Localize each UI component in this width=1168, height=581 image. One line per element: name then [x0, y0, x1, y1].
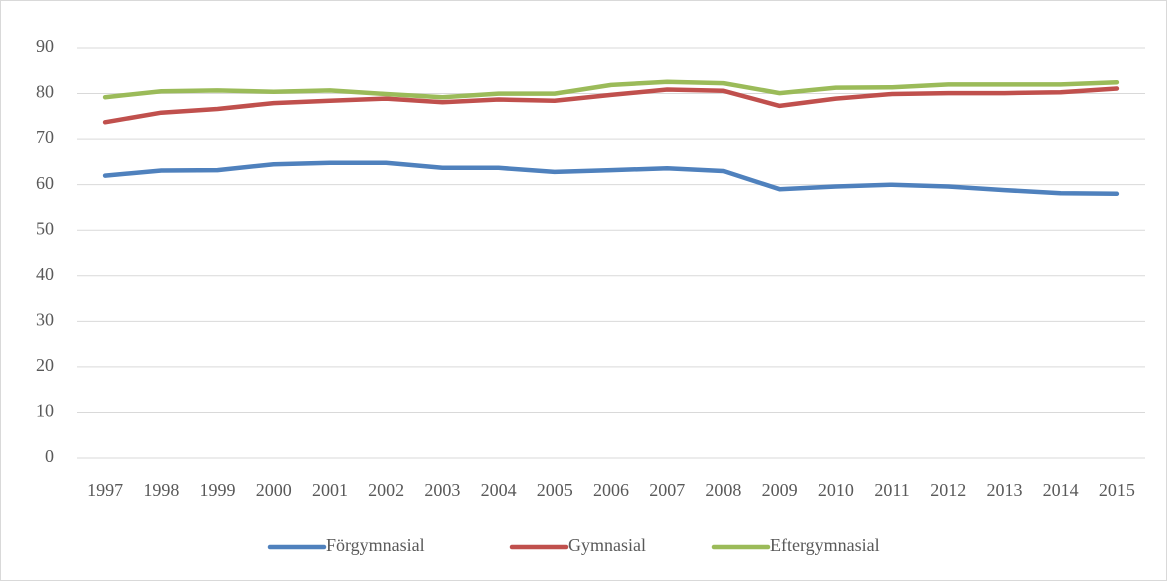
- series-line: [102, 160, 1120, 197]
- x-tick-label: 2006: [593, 480, 629, 500]
- legend-label: Eftergymnasial: [770, 535, 880, 555]
- x-tick-label: 2008: [705, 480, 741, 500]
- y-tick-label: 70: [36, 127, 54, 147]
- x-tick-label: 2011: [874, 480, 909, 500]
- y-tick-label: 0: [45, 446, 54, 466]
- x-tick-label: 1998: [143, 480, 179, 500]
- y-tick-label: 10: [36, 401, 54, 421]
- x-tick-label: 2005: [537, 480, 573, 500]
- x-tick-label: 1997: [87, 480, 123, 500]
- x-tick-label: 2014: [1043, 480, 1079, 500]
- x-tick-label: 2010: [818, 480, 854, 500]
- x-tick-label: 2012: [930, 480, 966, 500]
- legend-label: Gymnasial: [568, 535, 646, 555]
- x-tick-label: 2013: [986, 480, 1022, 500]
- x-tick-label: 2004: [481, 480, 517, 500]
- series-line: [102, 86, 1120, 125]
- y-tick-label: 30: [36, 309, 54, 329]
- y-tick-label: 40: [36, 264, 54, 284]
- x-tick-label: 2001: [312, 480, 348, 500]
- y-tick-label: 90: [36, 36, 54, 56]
- x-tick-label: 2015: [1099, 480, 1135, 500]
- x-tick-label: 2009: [762, 480, 798, 500]
- y-tick-label: 20: [36, 355, 54, 375]
- x-tick-label: 2007: [649, 480, 685, 500]
- y-tick-label: 60: [36, 173, 54, 193]
- legend-label: Förgymnasial: [326, 535, 425, 555]
- y-tick-label: 80: [36, 82, 54, 102]
- x-tick-label: 2003: [424, 480, 460, 500]
- x-tick-label: 2002: [368, 480, 404, 500]
- x-tick-label: 2000: [256, 480, 292, 500]
- y-tick-label: 50: [36, 218, 54, 238]
- series-line: [102, 79, 1120, 100]
- x-tick-label: 1999: [200, 480, 236, 500]
